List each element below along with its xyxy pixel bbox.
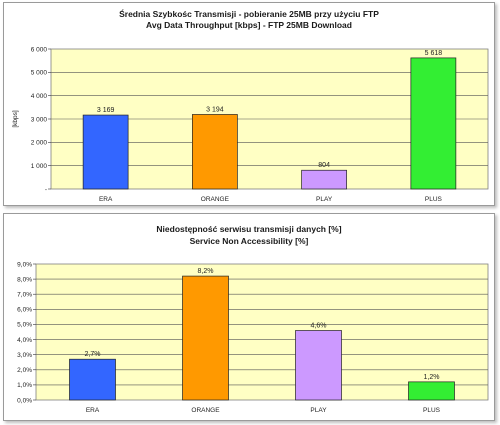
y-tick-label: 8,0% bbox=[17, 276, 32, 283]
data-label: 3 169 bbox=[97, 107, 115, 114]
y-tick-label: 2 000 bbox=[31, 140, 48, 147]
y-tick-label: 9,0% bbox=[17, 261, 32, 268]
chart-panel-non-accessibility: Niedostępność serwisu transmisji danych … bbox=[3, 213, 495, 421]
chart-title: Niedostępność serwisu transmisji danych … bbox=[156, 224, 342, 234]
bar-orange bbox=[182, 275, 229, 401]
bar-plus bbox=[410, 57, 457, 190]
throughput-chart: - 1 000 2 000 3 000 4 000 5 000 6 000 3 169 ERA 3… bbox=[12, 46, 489, 203]
data-label: 8,2% bbox=[198, 268, 214, 275]
chart-title: Średnia Szybkośc Transmisji - pobieranie… bbox=[119, 9, 379, 19]
bar-play bbox=[295, 330, 342, 401]
x-tick-label: ORANGE bbox=[191, 407, 220, 414]
y-tick-label: 5,0% bbox=[17, 322, 32, 329]
data-label: 4,6% bbox=[311, 322, 327, 329]
x-tick-label: ERA bbox=[99, 196, 113, 203]
y-tick-label: 4,0% bbox=[17, 337, 32, 344]
bar-play bbox=[301, 169, 347, 190]
bar-orange bbox=[192, 114, 238, 190]
y-tick-label: 7,0% bbox=[17, 292, 32, 299]
data-label: 5 618 bbox=[425, 50, 443, 57]
y-tick-label: 2,0% bbox=[17, 367, 32, 374]
y-tick-label: 0,0% bbox=[17, 397, 32, 404]
y-axis-label: [kbps] bbox=[12, 110, 19, 128]
y-tick-label: 1 000 bbox=[31, 163, 48, 170]
x-tick-label: ERA bbox=[86, 407, 100, 414]
y-tick-label: 3 000 bbox=[31, 116, 48, 123]
data-label: 2,7% bbox=[85, 351, 101, 358]
y-tick-label: 1,0% bbox=[17, 382, 32, 389]
bar-era bbox=[82, 114, 129, 190]
data-label: 3 194 bbox=[206, 106, 224, 113]
y-tick-label: 5 000 bbox=[31, 70, 48, 77]
y-tick-label: 6,0% bbox=[17, 307, 32, 314]
data-label: 1,2% bbox=[424, 374, 440, 381]
x-tick-label: PLUS bbox=[423, 407, 441, 414]
bar-era bbox=[69, 358, 116, 401]
x-tick-label: PLAY bbox=[316, 196, 333, 203]
x-tick-label: ORANGE bbox=[201, 196, 230, 203]
non-accessibility-chart: 0,0% 1,0% 2,0% 3,0% 4,0% 5,0% 6,0% 7,0% 8,0% 9,0%… bbox=[17, 261, 489, 414]
y-tick-label: - bbox=[45, 186, 47, 193]
bar-plus bbox=[408, 381, 455, 401]
data-label: 804 bbox=[318, 162, 330, 169]
x-tick-label: PLUS bbox=[425, 196, 443, 203]
chart-panel-throughput: Średnia Szybkośc Transmisji - pobieranie… bbox=[3, 2, 495, 206]
chart-subtitle: Avg Data Throughput [kbps] - FTP 25MB Do… bbox=[146, 20, 352, 30]
y-tick-label: 4 000 bbox=[31, 93, 48, 100]
chart-subtitle: Service Non Accessibility [%] bbox=[189, 236, 309, 246]
y-tick-label: 6 000 bbox=[31, 46, 48, 53]
y-tick-label: 3,0% bbox=[17, 352, 32, 359]
x-tick-label: PLAY bbox=[310, 407, 327, 414]
